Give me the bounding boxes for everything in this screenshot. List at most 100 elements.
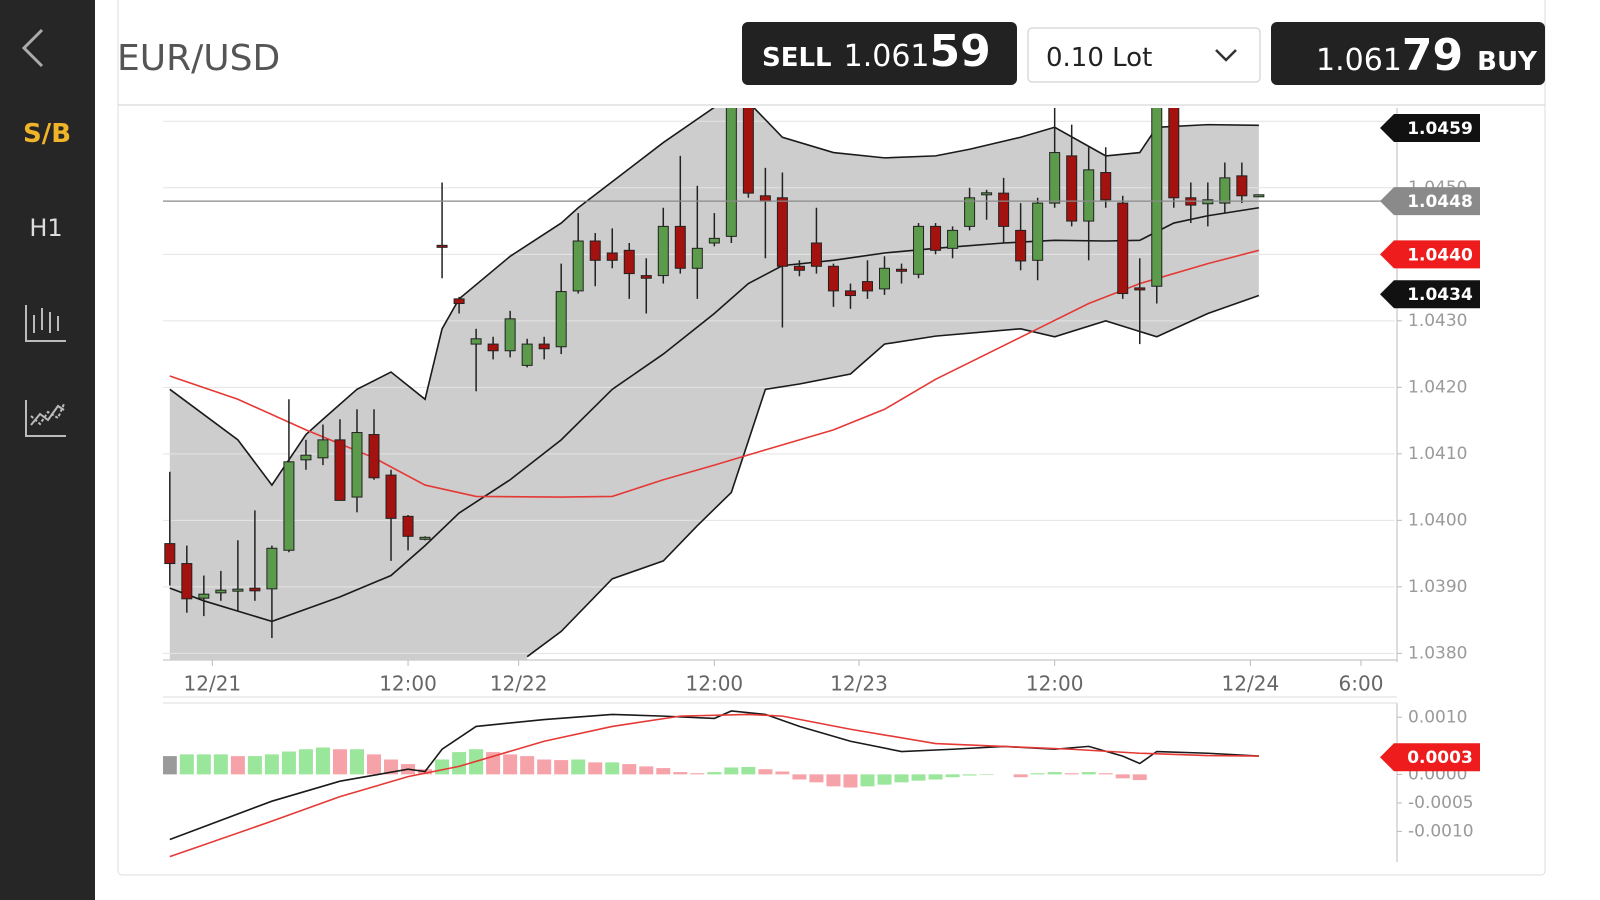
buy-label: BUY: [1477, 47, 1538, 77]
histogram-bar: [826, 774, 841, 787]
price-marker-label: 1.0448: [1407, 192, 1473, 212]
histogram-bar: [554, 760, 569, 775]
price-marker: [1380, 187, 1480, 216]
chart-type-icon[interactable]: [25, 305, 66, 342]
x-tick-label: 6:00: [1339, 672, 1384, 696]
histogram-bar: [945, 774, 960, 778]
histogram-bar: [452, 752, 467, 775]
histogram-bar: [384, 759, 399, 775]
histogram-bar: [520, 756, 535, 775]
candle-body: [793, 265, 805, 271]
histogram-bar: [724, 767, 739, 775]
candle-body: [896, 268, 908, 272]
x-tick-label: 12:00: [379, 672, 437, 696]
histogram-bar: [281, 751, 296, 775]
histogram-bar: [1115, 774, 1130, 779]
buy-text: 1.06179 BUY: [1316, 30, 1538, 81]
histogram-bar: [571, 759, 586, 775]
histogram-bar: [349, 749, 364, 775]
price-marker-label: 1.0440: [1407, 245, 1473, 265]
candle-body: [317, 439, 329, 459]
histogram-bar: [690, 773, 705, 775]
candle-body: [1100, 172, 1112, 201]
candle-body: [623, 249, 635, 275]
candle-body: [538, 343, 550, 350]
candle-body: [436, 244, 448, 248]
candle-body: [453, 298, 465, 305]
candle-body: [964, 197, 976, 227]
sidebar-item[interactable]: S/B: [23, 119, 71, 149]
candle-body: [981, 192, 993, 196]
price-marker-label: 1.0434: [1407, 285, 1473, 305]
candle-body: [742, 108, 754, 194]
buy-pips: 79: [1402, 30, 1463, 81]
histogram-bar: [928, 774, 943, 780]
candle-body: [351, 432, 363, 498]
x-tick-label: 12/22: [490, 672, 548, 696]
x-tick-label: 12:00: [1026, 672, 1084, 696]
histogram-bar: [1030, 773, 1045, 775]
histogram-bar: [741, 766, 756, 775]
candle-body: [164, 543, 176, 565]
sell-button[interactable]: [742, 22, 1017, 85]
candle-body: [1134, 287, 1146, 291]
candle-body: [930, 225, 942, 251]
candle-body: [1202, 199, 1214, 205]
candle-body: [640, 275, 652, 279]
histogram-bar: [230, 756, 245, 775]
back-button[interactable]: [21, 28, 44, 68]
sidebar-item[interactable]: H1: [29, 214, 62, 242]
candle-body: [708, 237, 720, 244]
candle-body: [606, 252, 618, 261]
indicator-icon[interactable]: [25, 400, 66, 437]
candle-body: [998, 192, 1010, 227]
candle-body: [215, 589, 227, 594]
candle-body: [1032, 202, 1044, 261]
y-tick-label: 1.0380: [1408, 643, 1467, 663]
histogram-bar: [315, 747, 330, 775]
histogram-bar: [1064, 773, 1079, 775]
lot-dropdown[interactable]: [1027, 27, 1261, 83]
x-tick-label: 12/24: [1222, 672, 1280, 696]
axis-labels: 1.0380 1.0390 1.0400 1.0410 1.0420 1.0430 1.04…: [184, 111, 1480, 841]
candle-body: [691, 247, 703, 269]
histogram-bar: [707, 772, 722, 775]
histogram-bar: [264, 754, 279, 775]
histogram-bar: [1047, 772, 1062, 775]
histogram-bar: [775, 771, 790, 775]
candle-body: [1117, 202, 1129, 295]
candle-body: [1151, 108, 1163, 287]
histogram-bar: [809, 774, 824, 783]
candle-body: [1168, 108, 1180, 199]
histogram-bar: [503, 754, 518, 775]
histogram-bar: [792, 774, 807, 780]
y-tick-label: -0.0005: [1408, 793, 1474, 813]
histogram-bar: [1013, 774, 1028, 778]
candle-body: [402, 515, 414, 537]
histogram-bar: [298, 749, 313, 775]
macd-chart: [163, 710, 1259, 858]
histogram-bar: [1098, 773, 1113, 775]
candle-body: [249, 587, 261, 592]
buy-button[interactable]: [1271, 22, 1545, 85]
histogram-bar: [196, 754, 211, 775]
histogram-bar: [163, 756, 177, 775]
histogram-bar: [877, 774, 892, 785]
y-tick-label: 0.0010: [1408, 707, 1467, 727]
candle-body: [1066, 155, 1078, 222]
price-marker-label: 1.0459: [1407, 119, 1473, 139]
candle-body: [521, 343, 533, 366]
candle-body: [759, 195, 771, 202]
sell-pips: 59: [930, 26, 991, 77]
buy-price: 1.061: [1316, 43, 1402, 78]
candle-body: [487, 343, 499, 352]
price-marker: [1380, 280, 1480, 309]
candle-body: [419, 536, 431, 540]
candle-body: [385, 474, 397, 519]
histogram-bar: [622, 764, 637, 775]
plot-area: [163, 108, 1395, 660]
indicator-line: [169, 108, 1259, 487]
plot-area: [163, 710, 1259, 858]
sell-price: 1.061: [844, 39, 930, 74]
